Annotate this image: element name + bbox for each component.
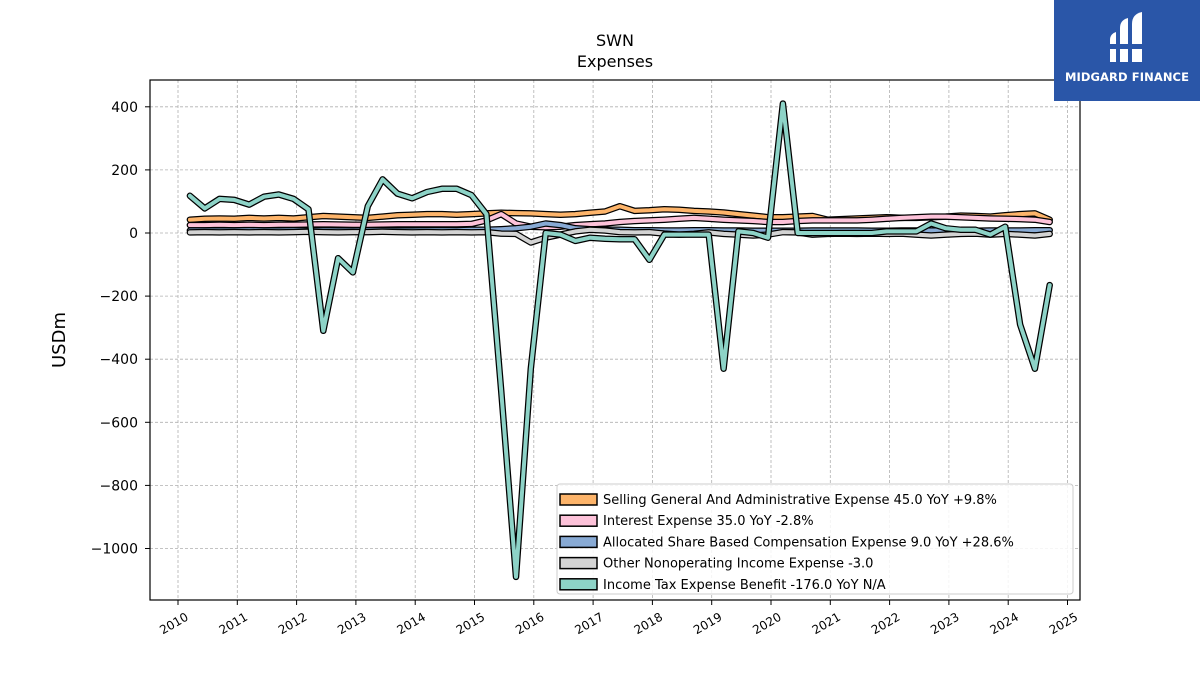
chart-title: SWN [596,31,634,50]
legend-entry: Income Tax Expense Benefit -176.0 YoY N/… [603,578,886,593]
legend-swatch [559,514,598,527]
legend-swatch [559,493,598,506]
x-tick-label: 2022 [869,610,902,637]
legend-entry: Interest Expense 35.0 YoY -2.8% [603,514,814,529]
x-tick-label: 2012 [276,610,309,637]
legend-swatch [559,535,598,549]
legend: Selling General And Administrative Expen… [556,483,1074,595]
brand-name: MIDGARD FINANCE [1064,70,1190,84]
legend-entry: Other Nonoperating Income Expense -3.0 [603,557,873,572]
midgard-logo-icon [1108,12,1146,62]
y-tick-label: 200 [111,163,138,179]
x-tick-label: 2021 [810,610,843,637]
x-tick-label: 2014 [394,610,427,637]
series-line-income-tax-expense-benefit [187,101,1052,579]
x-tick-label: 2020 [750,610,783,637]
brand-logo: MIDGARD FINANCE [1054,0,1200,101]
x-tick-label: 2011 [217,610,250,637]
x-tick-label: 2025 [1047,610,1080,637]
y-axis-label: USDm [49,312,70,368]
chart-subtitle: Expenses [576,52,654,71]
legend-swatch [559,556,598,570]
plot-frame [149,79,1081,601]
series-line-interest-expense [187,212,1052,230]
x-tick-label: 2018 [632,610,665,637]
x-tick-label: 2023 [928,610,961,637]
y-tick-label: 400 [111,100,138,116]
x-tick-label: 2016 [513,610,546,637]
x-tick-label: 2019 [691,610,724,637]
y-tick-label: −200 [100,289,138,305]
x-tick-label: 2010 [157,610,190,637]
y-tick-label: −400 [100,352,138,368]
x-tick-label: 2017 [572,610,605,637]
y-tick-label: −800 [100,478,138,494]
legend-entry: Selling General And Administrative Expen… [603,493,997,508]
legend-entry: Allocated Share Based Compensation Expen… [603,535,1014,550]
legend-swatch [559,578,598,591]
x-tick-label: 2024 [987,610,1020,637]
x-tick-label: 2015 [454,610,487,637]
series-layer [186,100,1053,581]
legend-frame [556,483,1074,595]
y-tick-label: −1000 [91,542,138,558]
x-tick-label: 2013 [335,610,368,637]
y-tick-label: −600 [100,415,138,431]
y-tick-label: 0 [129,226,138,242]
